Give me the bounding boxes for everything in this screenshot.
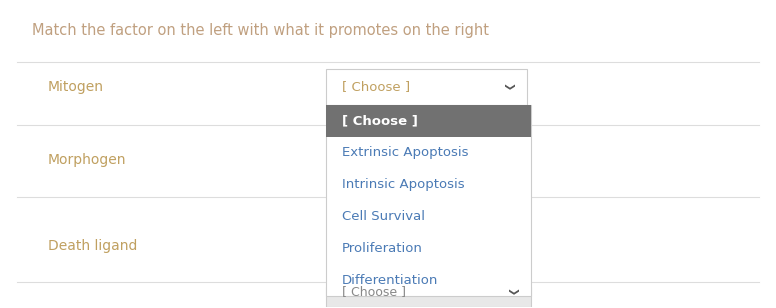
Text: ❯: ❯ bbox=[507, 288, 517, 296]
FancyBboxPatch shape bbox=[326, 105, 531, 137]
Text: Death ligand: Death ligand bbox=[48, 239, 137, 253]
Text: Match the factor on the left with what it promotes on the right: Match the factor on the left with what i… bbox=[33, 23, 490, 38]
FancyBboxPatch shape bbox=[326, 69, 527, 105]
Text: [ Choose ]: [ Choose ] bbox=[341, 80, 410, 93]
FancyBboxPatch shape bbox=[326, 105, 531, 296]
Text: Cell Survival: Cell Survival bbox=[341, 210, 424, 223]
Text: Proliferation: Proliferation bbox=[341, 242, 422, 255]
Text: Intrinsic Apoptosis: Intrinsic Apoptosis bbox=[341, 178, 464, 191]
Text: Morphogen: Morphogen bbox=[48, 153, 126, 167]
Text: Extrinsic Apoptosis: Extrinsic Apoptosis bbox=[341, 146, 468, 159]
Text: Differentiation: Differentiation bbox=[341, 274, 438, 286]
Text: ❯: ❯ bbox=[503, 83, 513, 91]
Text: [ Choose ]: [ Choose ] bbox=[341, 286, 406, 298]
Text: [ Choose ]: [ Choose ] bbox=[341, 115, 417, 128]
Text: Mitogen: Mitogen bbox=[48, 80, 104, 94]
FancyBboxPatch shape bbox=[326, 287, 531, 306]
